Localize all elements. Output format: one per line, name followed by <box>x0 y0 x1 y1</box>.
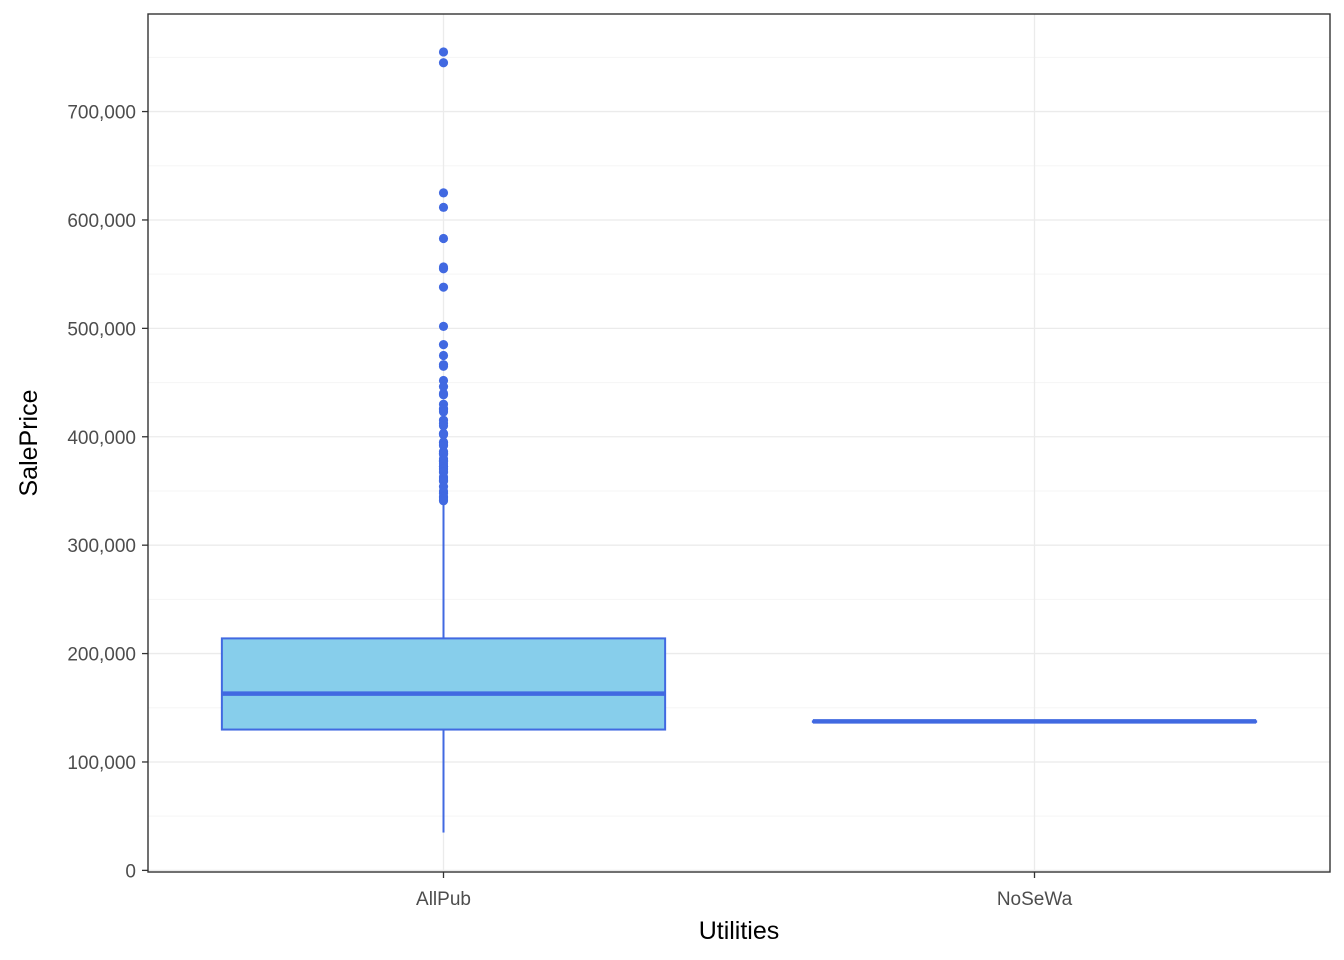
y-tick-label: 300,000 <box>67 536 136 557</box>
y-tick-label: 600,000 <box>67 211 136 232</box>
outlier-point <box>438 496 449 506</box>
outlier-point <box>438 47 449 57</box>
major-gridlines <box>148 14 1330 872</box>
outlier-point <box>438 361 449 371</box>
outlier-point <box>438 202 449 212</box>
y-tick-label: 200,000 <box>67 645 136 666</box>
outlier-point <box>438 407 449 417</box>
outlier-point <box>438 233 449 244</box>
x-tick-label: AllPub <box>416 889 471 910</box>
outlier-point <box>438 340 449 350</box>
y-tick-label: 500,000 <box>67 319 136 340</box>
box-body <box>220 637 667 731</box>
outlier-point <box>438 282 449 292</box>
boxplot-boxes <box>220 47 1258 833</box>
outlier-point <box>438 188 449 198</box>
outlier-point <box>438 321 449 331</box>
y-tick-label: 700,000 <box>67 103 136 124</box>
box-allpub <box>220 47 667 833</box>
outlier-point <box>438 382 449 392</box>
outlier-point <box>438 264 449 274</box>
outlier-point <box>438 390 449 400</box>
box-nosewa <box>811 719 1258 724</box>
y-axis-title: SalePrice <box>15 390 43 497</box>
outlier-point <box>438 429 449 440</box>
y-tick-label: 0 <box>125 861 136 882</box>
y-tick-label: 400,000 <box>67 428 136 449</box>
x-axis-title: Utilities <box>699 917 780 945</box>
x-tick-label: NoSeWa <box>997 889 1073 910</box>
y-axis: 0 100,000 200,000 300,000 400,000 500,000 600,… <box>67 103 148 882</box>
outlier-point <box>438 350 449 361</box>
panel-border <box>147 13 1331 873</box>
outlier-point <box>438 58 449 68</box>
x-axis: AllPub NoSeWa <box>416 872 1073 910</box>
y-tick-label: 100,000 <box>67 753 136 774</box>
outlier-point <box>438 421 449 431</box>
